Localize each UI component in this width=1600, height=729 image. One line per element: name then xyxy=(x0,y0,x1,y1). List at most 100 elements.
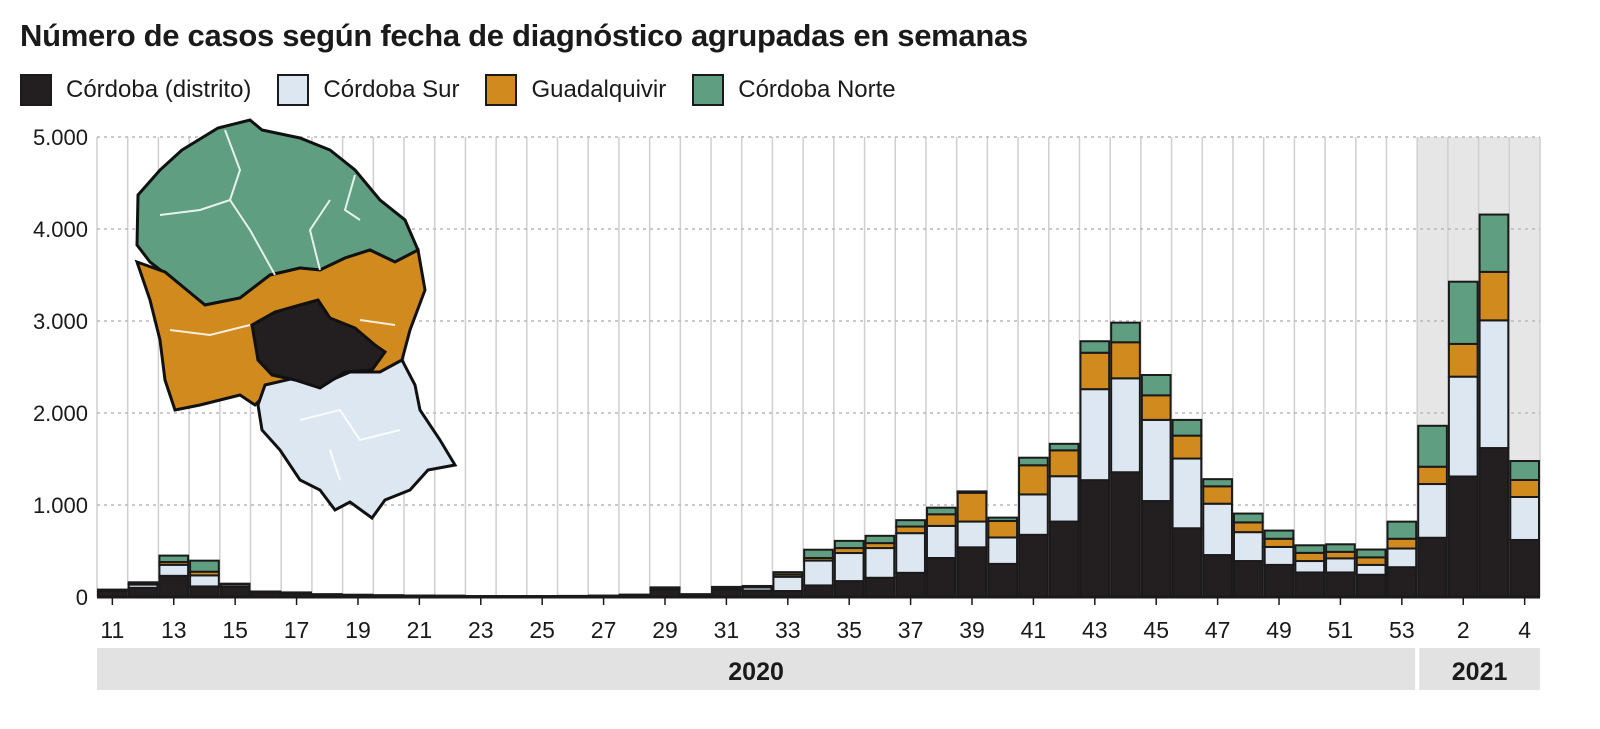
bar-segment-week-44-series-1 xyxy=(1110,377,1141,474)
bar-segment-week-51-series-3 xyxy=(1325,543,1356,553)
bar-segment-week-39-series-0 xyxy=(956,546,988,599)
x-tick-label: 41 xyxy=(1021,617,1047,643)
bar-segment-week-45-series-3 xyxy=(1140,374,1172,397)
bar-segment-week-52-series-0 xyxy=(1355,573,1387,599)
bar-segment-week-34-series-0 xyxy=(803,584,834,599)
bar-segment-week-52-series-2 xyxy=(1355,556,1387,566)
bar-segment-week-42-series-2 xyxy=(1048,449,1080,478)
x-tick-label: 17 xyxy=(284,617,310,643)
bar-segment-week-42-series-0 xyxy=(1048,520,1080,598)
bar-segment-week-18-series-3 xyxy=(311,593,343,596)
legend-label: Córdoba (distrito) xyxy=(66,76,252,103)
bar-segment-week-41-series-0 xyxy=(1018,533,1049,598)
x-tick-label: 37 xyxy=(898,617,924,643)
bar-segment-week-33-series-3 xyxy=(772,571,804,576)
legend-label: Córdoba Sur xyxy=(323,76,460,103)
map-region-cordoba-sur xyxy=(256,357,458,521)
bar-segment-week-4-series-1 xyxy=(1509,495,1540,541)
bar-segment-week-34-series-3 xyxy=(803,548,834,559)
x-tick-label: 33 xyxy=(775,617,801,643)
bar-segment-week-49-series-1 xyxy=(1263,545,1295,566)
x-tick-label: 11 xyxy=(100,617,124,643)
bar-segment-week-46-series-0 xyxy=(1171,527,1203,598)
bar-segment-week-36-series-0 xyxy=(864,576,896,598)
bar-segment-week-43-series-3 xyxy=(1079,340,1111,354)
bar-segment-week-4-series-2 xyxy=(1509,478,1540,498)
bar-segment-week-45-series-2 xyxy=(1140,394,1172,421)
bar-segment-week-1-series-3 xyxy=(1417,424,1448,468)
bar-segment-week-30-series-3 xyxy=(680,593,712,596)
legend-swatch xyxy=(20,74,52,106)
x-tick-label: 23 xyxy=(468,617,494,643)
bar-segment-week-19-series-3 xyxy=(342,593,374,597)
bar-segment-week-3-series-1 xyxy=(1478,319,1510,450)
bar-segment-week-3-series-3 xyxy=(1478,213,1510,273)
bar-segment-week-44-series-0 xyxy=(1110,471,1141,598)
legend-item-cordoba-sur: Córdoba Sur xyxy=(277,74,459,106)
bar-segment-week-32-series-3 xyxy=(741,584,773,588)
bar-segment-week-53-series-3 xyxy=(1386,520,1418,540)
legend-swatch xyxy=(277,74,310,106)
legend-swatch xyxy=(692,74,725,106)
y-tick-label: 4.000 xyxy=(33,217,88,242)
bar-segment-week-48-series-3 xyxy=(1232,512,1264,524)
bar-segment-week-42-series-3 xyxy=(1048,442,1080,452)
bar-segment-week-15-series-0 xyxy=(219,585,251,599)
bar-segment-week-31-series-3 xyxy=(711,585,742,589)
x-tick-label: 19 xyxy=(345,617,371,643)
bar-segment-week-38-series-3 xyxy=(925,506,957,516)
bar-segment-week-47-series-0 xyxy=(1202,554,1233,598)
bar-segment-week-49-series-3 xyxy=(1263,529,1295,540)
bar-segment-week-48-series-0 xyxy=(1232,560,1264,599)
province-map-illustration xyxy=(134,118,458,521)
bar-segment-week-15-series-3 xyxy=(219,582,251,586)
bar-segment-week-3-series-2 xyxy=(1478,270,1510,322)
bar-segment-week-44-series-2 xyxy=(1110,341,1141,380)
bar-segment-week-53-series-0 xyxy=(1386,566,1418,599)
bar-segment-week-39-series-1 xyxy=(956,520,988,549)
bar-segment-week-2-series-3 xyxy=(1447,280,1479,345)
bar-segment-week-50-series-0 xyxy=(1294,571,1326,598)
bar-segment-week-45-series-1 xyxy=(1140,418,1172,503)
bar-segment-week-47-series-2 xyxy=(1202,485,1233,505)
year-band-2021 xyxy=(1419,648,1540,690)
bar-segment-week-13-series-3 xyxy=(158,554,190,564)
bar-segment-week-37-series-1 xyxy=(895,532,926,574)
bar-segment-week-34-series-1 xyxy=(803,559,834,587)
bar-segment-week-39-series-2 xyxy=(956,491,988,523)
y-tick-label: 5.000 xyxy=(33,125,88,150)
bar-segment-week-14-series-3 xyxy=(189,559,220,573)
bar-segment-week-47-series-3 xyxy=(1202,478,1233,488)
bar-segment-week-17-series-3 xyxy=(281,591,312,594)
year-band-2020 xyxy=(97,648,1416,690)
bar-segment-week-1-series-1 xyxy=(1417,483,1448,539)
bar-segment-week-46-series-2 xyxy=(1171,434,1203,460)
chart-title: Número de casos según fecha de diagnósti… xyxy=(20,18,1028,53)
bar-segment-week-45-series-0 xyxy=(1140,500,1172,599)
bar-segment-week-49-series-0 xyxy=(1263,563,1295,599)
x-tick-label: 39 xyxy=(959,617,985,643)
bar-segment-week-51-series-1 xyxy=(1325,557,1356,574)
bar-segment-week-41-series-1 xyxy=(1018,493,1049,536)
bar-segment-week-38-series-2 xyxy=(925,513,957,527)
y-tick-label: 1.000 xyxy=(33,493,88,518)
x-tick-label: 31 xyxy=(714,617,740,643)
bar-segment-week-43-series-1 xyxy=(1079,388,1111,482)
bar-segment-week-38-series-0 xyxy=(925,556,957,599)
bar-segment-week-33-series-1 xyxy=(772,575,804,593)
bar-segment-week-35-series-1 xyxy=(833,552,865,583)
bar-segment-week-36-series-1 xyxy=(864,547,896,579)
legend: Córdoba (distrito) Córdoba Sur Guadalqui… xyxy=(20,74,922,106)
bar-segment-week-16-series-3 xyxy=(250,590,282,593)
x-tick-label: 47 xyxy=(1205,617,1231,643)
bar-segment-week-4-series-0 xyxy=(1509,538,1540,599)
bar-segment-week-51-series-0 xyxy=(1325,571,1356,598)
bar-segment-week-3-series-0 xyxy=(1478,447,1510,598)
x-tick-label: 15 xyxy=(222,617,248,643)
bar-segment-week-14-series-0 xyxy=(189,585,220,598)
bar-segment-week-40-series-3 xyxy=(987,516,1019,522)
x-tick-label: 53 xyxy=(1389,617,1415,643)
bar-segment-week-40-series-2 xyxy=(987,519,1019,539)
y-tick-label: 3.000 xyxy=(33,309,88,334)
